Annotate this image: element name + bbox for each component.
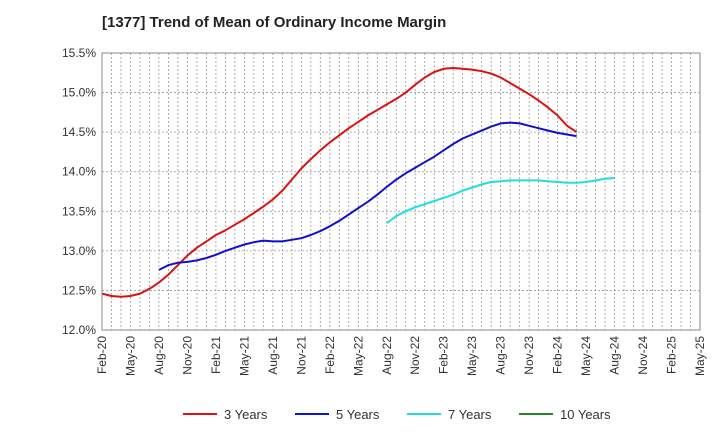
legend-label: 10 Years — [560, 407, 611, 422]
legend-label: 5 Years — [336, 407, 380, 422]
x-tick-label: May-20 — [123, 336, 137, 376]
series-lines — [101, 67, 615, 298]
y-tick-label: 12.0% — [62, 323, 96, 337]
x-tick-label: Feb-25 — [665, 336, 679, 374]
y-tick-label: 13.0% — [62, 244, 96, 258]
series-line-5-years — [158, 121, 577, 271]
legend-label: 3 Years — [224, 407, 268, 422]
x-tick-label: Nov-23 — [522, 336, 536, 375]
x-tick-label: Nov-20 — [180, 336, 194, 375]
x-tick-label: Aug-21 — [266, 336, 280, 375]
y-tick-label: 15.0% — [62, 86, 96, 100]
x-tick-label: Feb-23 — [437, 336, 451, 374]
y-tick-label: 14.0% — [62, 165, 96, 179]
chart-title: [1377] Trend of Mean of Ordinary Income … — [102, 14, 447, 31]
y-tick-label: 13.5% — [62, 204, 96, 218]
x-tick-label: Nov-22 — [408, 336, 422, 375]
y-tick-label: 15.5% — [62, 46, 96, 60]
legend: 3 Years 5 Years 7 Years 10 Years — [183, 407, 611, 422]
legend-label: 7 Years — [448, 407, 492, 422]
x-axis-tick-labels: Feb-20 May-20 Aug-20 Nov-20 Feb-21 May-21 Aug-… — [95, 336, 707, 376]
y-tick-label: 14.5% — [62, 125, 96, 139]
plot-area-frame — [101, 52, 701, 331]
x-tick-label: Feb-20 — [95, 336, 109, 374]
series-line-7-years — [386, 177, 615, 224]
x-tick-label: May-25 — [693, 336, 707, 376]
x-tick-label: May-24 — [579, 336, 593, 376]
x-tick-label: Nov-24 — [636, 336, 650, 375]
y-axis-tick-labels: 12.0% 12.5% 13.0% 13.5% 14.0% 14.5% 15.0% 15.5% — [62, 46, 96, 337]
x-tick-label: Aug-22 — [380, 336, 394, 375]
x-tick-label: Nov-21 — [294, 336, 308, 375]
x-tick-label: Aug-23 — [494, 336, 508, 375]
x-tick-label: Aug-20 — [152, 336, 166, 375]
x-tick-label: May-23 — [465, 336, 479, 376]
x-tick-label: May-21 — [237, 336, 251, 376]
x-tick-label: Feb-24 — [551, 336, 565, 374]
x-tick-label: Feb-22 — [323, 336, 337, 374]
x-tick-label: Aug-24 — [608, 336, 622, 375]
x-tick-label: May-22 — [351, 336, 365, 376]
y-tick-label: 12.5% — [62, 283, 96, 297]
x-tick-label: Feb-21 — [209, 336, 223, 374]
